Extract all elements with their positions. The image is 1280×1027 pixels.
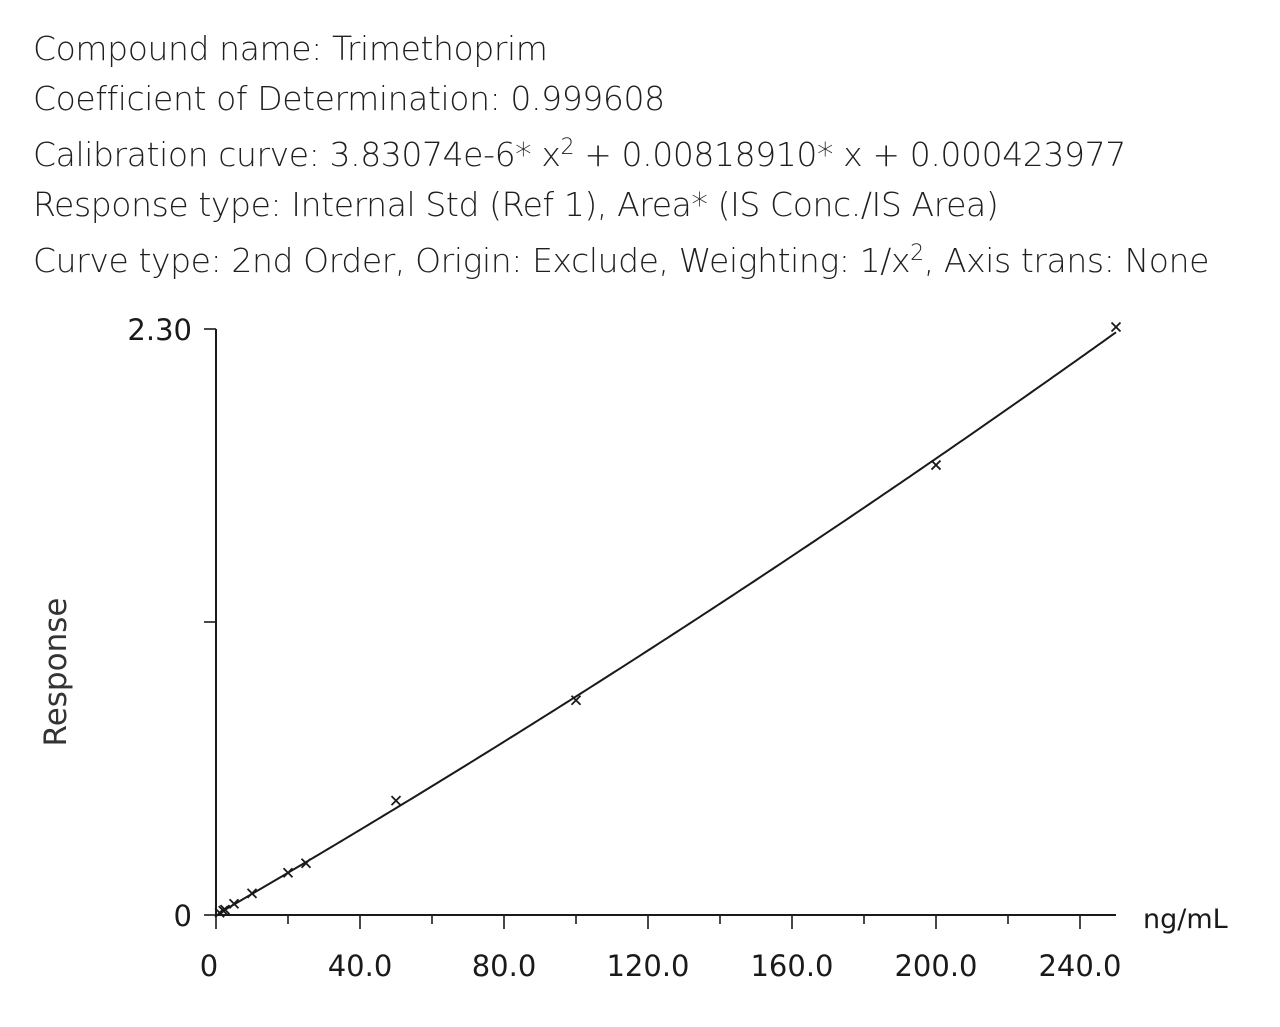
axes: [204, 328, 1116, 929]
calibration-fit-line: [219, 331, 1117, 914]
y-tick-label: 0: [174, 899, 192, 933]
marker-stroke: [390, 795, 402, 806]
curve-type-exponent: 2: [910, 241, 924, 266]
marker-stroke: [930, 459, 942, 471]
coefficient-of-determination: Coefficient of Determination: 0.999608: [33, 78, 665, 118]
data-point-marker: [246, 888, 258, 899]
data-point-marker: [570, 695, 582, 706]
compound-name: Compound name: Trimethoprim: [33, 29, 548, 68]
data-point-marker: [930, 459, 942, 471]
data-point-marker: [300, 858, 312, 869]
calibration-curve-exponent: 2: [560, 135, 575, 160]
calibration-curve-equation: Calibration curve: 3.83074e-6* x2 + 0.00…: [33, 123, 1209, 180]
x-tick-label: 40.0: [328, 949, 393, 983]
response-type: Response type: Internal Std (Ref 1), Are…: [33, 184, 999, 224]
marker-stroke: [246, 888, 258, 899]
data-points: [214, 321, 1122, 918]
calibration-curve-suffix: + 0.00818910* x + 0.000423977: [574, 135, 1126, 174]
marker-stroke: [228, 898, 240, 909]
marker-stroke: [219, 904, 231, 915]
calibration-curve-prefix: Calibration curve: 3.83074e-6* x: [33, 135, 561, 174]
marker-stroke: [282, 867, 294, 878]
chart-header: Compound name: Trimethoprim Coefficient …: [33, 24, 1209, 286]
x-tick-label: 0: [200, 949, 218, 983]
x-axis-title: ng/mL: [1143, 904, 1228, 935]
axis-labels: 0 40.0 80.0 120.0 160.0 200.0 240.0 0 2.30 ng/mL R…: [38, 313, 1228, 983]
data-point-marker: [228, 898, 240, 909]
marker-stroke: [300, 858, 312, 869]
curve-type-suffix: , Axis trans: None: [923, 241, 1210, 280]
data-point-marker: [282, 867, 294, 878]
fit-curve-layer: [219, 331, 1117, 914]
data-point-marker: [219, 904, 231, 915]
y-axis-title: Response: [38, 598, 74, 747]
curve-type: Curve type: 2nd Order, Origin: Exclude, …: [33, 229, 1209, 286]
x-tick-label: 200.0: [894, 949, 977, 983]
data-point-marker: [1110, 321, 1122, 333]
x-tick-label: 160.0: [750, 949, 833, 983]
x-tick-label: 240.0: [1038, 949, 1121, 983]
x-tick-label: 120.0: [606, 949, 689, 983]
marker-stroke: [1110, 321, 1122, 333]
data-point-marker: [390, 795, 402, 806]
y-tick-label: 2.30: [127, 313, 192, 347]
curve-type-prefix: Curve type: 2nd Order, Origin: Exclude, …: [33, 241, 911, 280]
marker-stroke: [570, 695, 582, 706]
x-tick-label: 80.0: [472, 949, 537, 983]
